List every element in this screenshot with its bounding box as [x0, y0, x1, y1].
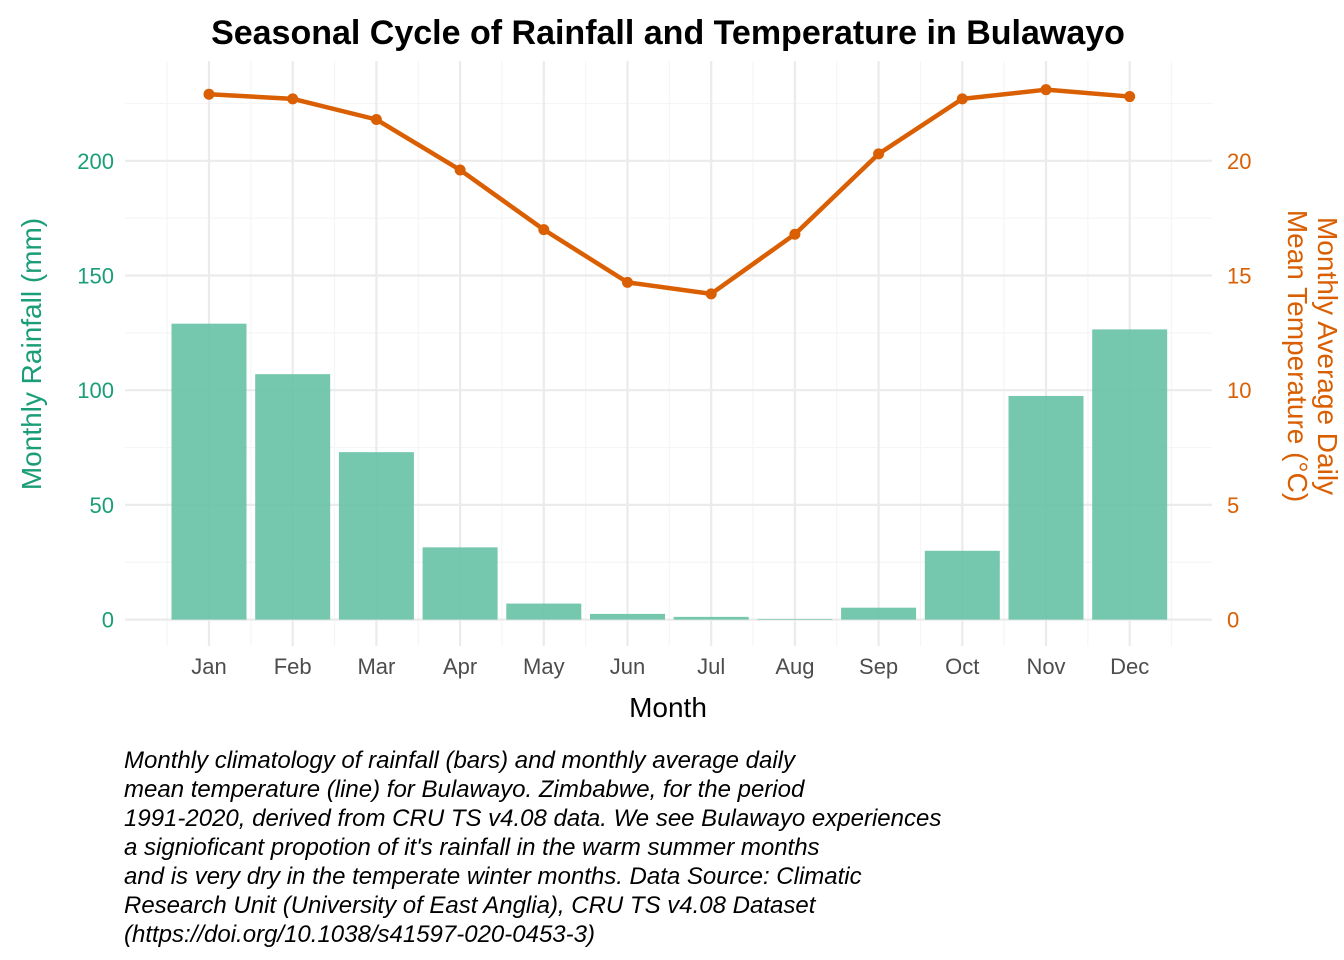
- rainfall-bar-jan: [171, 323, 247, 620]
- rainfall-bar-oct: [924, 550, 1000, 620]
- axis-ticks: 0 50 100 150 200 0 5 10 15 20 Jan Feb Mar Apr May Jun Ju…: [77, 149, 1251, 679]
- temperature-line-path: [206, 87, 1132, 297]
- x-tick-label: Jun: [610, 654, 645, 679]
- x-tick-label: Jan: [191, 654, 226, 679]
- temperature-point-jun: [622, 276, 633, 288]
- y-left-tick-label: 50: [90, 493, 114, 518]
- caption-line: Monthly climatology of rainfall (bars) a…: [124, 747, 795, 774]
- caption-line: a signioficant propotion of it's rainfal…: [124, 834, 820, 861]
- temperature-point-sep: [873, 148, 885, 160]
- temperature-point-dec: [1124, 91, 1136, 103]
- y-left-tick-label: 0: [102, 608, 114, 633]
- x-tick-label: Mar: [357, 654, 395, 679]
- x-tick-label: Oct: [945, 654, 979, 679]
- y-right-tick-label: 15: [1227, 264, 1251, 289]
- temperature-point-jul: [705, 288, 717, 300]
- temperature-point-oct: [956, 93, 968, 105]
- y-right-tick-label: 0: [1227, 608, 1239, 633]
- x-tick-label: Jul: [697, 654, 725, 679]
- x-tick-label: Aug: [775, 654, 814, 679]
- x-tick-label: May: [523, 654, 565, 679]
- rainfall-bar-nov: [1008, 395, 1084, 620]
- y-axis-right-label-line-1: Monthly Average Daily: [1312, 217, 1343, 495]
- y-left-tick-label: 100: [77, 378, 114, 403]
- temperature-point-feb: [287, 93, 299, 105]
- y-axis-left-label: Monthly Rainfall (mm): [16, 218, 47, 490]
- rainfall-bar-mar: [338, 452, 414, 620]
- rainfall-bars: [171, 323, 1168, 620]
- caption-line: mean temperature (line) for Bulawayo. Zi…: [124, 776, 805, 803]
- x-tick-label: Feb: [274, 654, 312, 679]
- y-axis-right-label: Monthly Average Daily Mean Temperature (…: [1282, 210, 1343, 502]
- x-axis-label: Month: [629, 692, 707, 723]
- figure-caption: Monthly climatology of rainfall (bars) a…: [124, 746, 1124, 949]
- y-right-tick-label: 20: [1227, 149, 1251, 174]
- rainfall-bar-sep: [841, 607, 917, 620]
- rainfall-bar-feb: [255, 374, 331, 620]
- temperature-point-nov: [1040, 84, 1052, 96]
- caption-line: 1991-2020, derived from CRU TS v4.08 dat…: [124, 805, 942, 832]
- temperature-point-mar: [370, 114, 382, 125]
- rainfall-bar-jun: [590, 613, 665, 620]
- caption-line: Research Unit (University of East Anglia…: [124, 892, 816, 919]
- temperature-line: [203, 84, 1136, 300]
- caption-line: and is very dry in the temperate winter …: [124, 863, 862, 890]
- y-left-tick-label: 200: [77, 149, 114, 174]
- rainfall-bar-apr: [422, 547, 498, 620]
- y-axis-right-label-line-2: Mean Temperature (°C): [1282, 210, 1313, 502]
- rainfall-bar-may: [506, 603, 582, 620]
- x-tick-label: Apr: [443, 654, 477, 679]
- rainfall-bar-jul: [673, 616, 749, 620]
- y-left-tick-label: 150: [77, 264, 114, 289]
- x-tick-label: Nov: [1026, 654, 1065, 679]
- temperature-point-may: [538, 224, 550, 236]
- chart-title: Seasonal Cycle of Rainfall and Temperatu…: [211, 14, 1125, 52]
- temperature-point-aug: [789, 228, 801, 240]
- rainfall-bar-aug: [757, 618, 833, 620]
- temperature-point-apr: [454, 164, 466, 176]
- y-right-tick-label: 5: [1227, 493, 1239, 518]
- rainfall-bar-dec: [1092, 329, 1168, 620]
- x-tick-label: Sep: [859, 654, 898, 679]
- y-right-tick-label: 10: [1227, 378, 1251, 403]
- temperature-point-jan: [203, 88, 215, 100]
- x-tick-label: Dec: [1110, 654, 1149, 679]
- caption-line: (https://doi.org/10.1038/s41597-020-0453…: [124, 921, 595, 948]
